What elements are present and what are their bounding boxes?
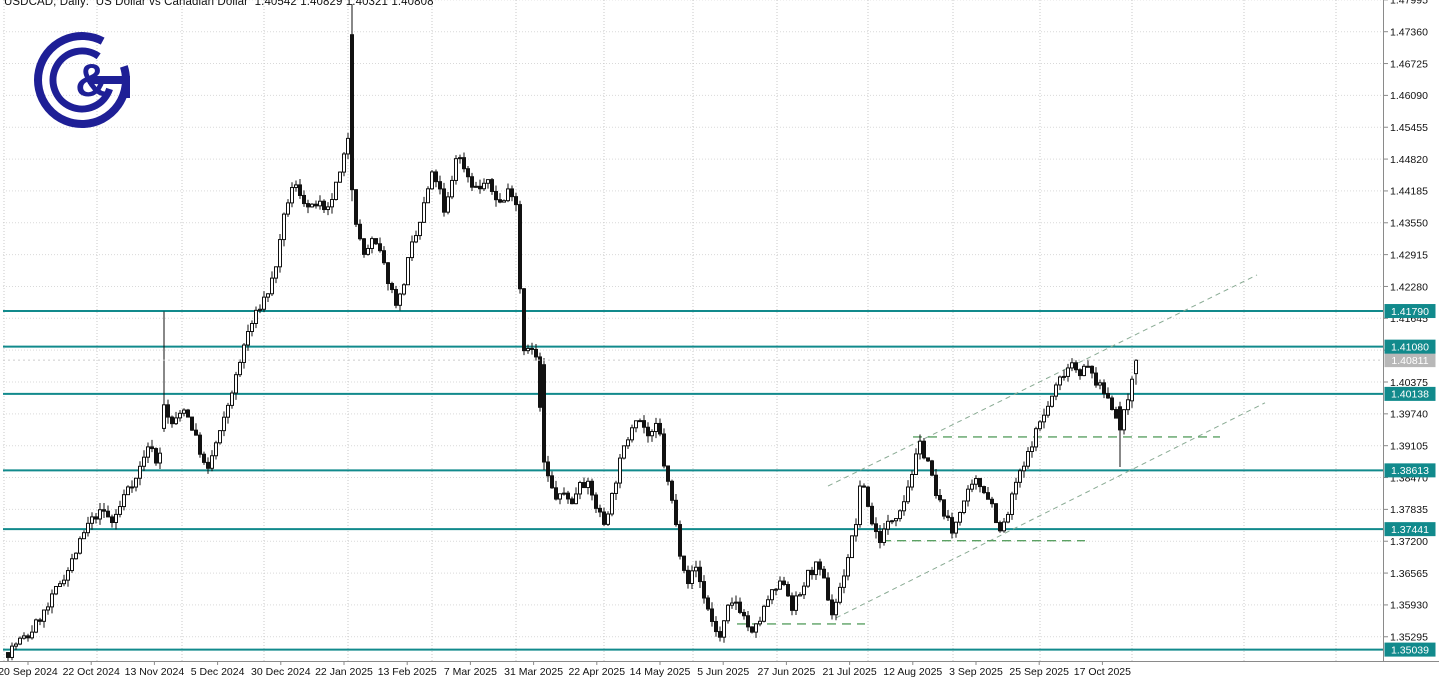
svg-text:13 Feb 2025: 13 Feb 2025 (378, 666, 437, 678)
svg-text:1.36565: 1.36565 (1390, 568, 1428, 580)
svg-text:1.35295: 1.35295 (1390, 632, 1428, 644)
price-level-badges: 1.40811 1.41790 1.41080 1.40138 1.38613 1.374… (1384, 304, 1436, 657)
svg-text:20 Sep 2024: 20 Sep 2024 (0, 666, 58, 678)
g-and-g-logo: & (34, 32, 130, 128)
svg-text:1.39105: 1.39105 (1390, 440, 1428, 452)
svg-text:14 May 2025: 14 May 2025 (630, 666, 691, 678)
svg-text:22 Apr 2025: 22 Apr 2025 (568, 666, 625, 678)
svg-text:1.47360: 1.47360 (1390, 27, 1428, 39)
svg-text:1.35930: 1.35930 (1390, 600, 1428, 612)
svg-text:1.37835: 1.37835 (1390, 504, 1428, 516)
svg-text:1.42280: 1.42280 (1390, 281, 1428, 293)
time-axis[interactable]: 20 Sep 2024 22 Oct 2024 13 Nov 2024 5 Dec 2… (0, 661, 1439, 678)
svg-text:22 Oct 2024: 22 Oct 2024 (63, 666, 120, 678)
svg-text:12 Aug 2025: 12 Aug 2025 (883, 666, 942, 678)
svg-text:13 Nov 2024: 13 Nov 2024 (125, 666, 185, 678)
svg-text:27 Jun 2025: 27 Jun 2025 (757, 666, 815, 678)
svg-text:3 Sep 2025: 3 Sep 2025 (949, 666, 1003, 678)
svg-text:1.44820: 1.44820 (1390, 154, 1428, 166)
svg-text:5 Jun 2025: 5 Jun 2025 (697, 666, 749, 678)
trendline (827, 274, 1258, 487)
svg-text:1.38613: 1.38613 (1391, 465, 1429, 477)
svg-text:1.47995: 1.47995 (1390, 0, 1428, 7)
svg-text:1.46725: 1.46725 (1390, 58, 1428, 70)
trendline (835, 402, 1266, 619)
svg-text:&: & (75, 54, 108, 106)
candles-layer (6, 4, 1138, 661)
svg-text:1.40811: 1.40811 (1391, 355, 1428, 367)
svg-text:21 Jul 2025: 21 Jul 2025 (822, 666, 876, 678)
svg-text:1.40138: 1.40138 (1391, 389, 1429, 401)
svg-text:30 Dec 2024: 30 Dec 2024 (251, 666, 311, 678)
svg-text:7 Mar 2025: 7 Mar 2025 (444, 666, 497, 678)
svg-text:1.40375: 1.40375 (1390, 377, 1428, 389)
svg-text:17 Oct 2025: 17 Oct 2025 (1074, 666, 1131, 678)
svg-text:1.41080: 1.41080 (1391, 341, 1429, 353)
svg-text:25 Sep 2025: 25 Sep 2025 (1009, 666, 1069, 678)
svg-text:1.46090: 1.46090 (1390, 90, 1428, 102)
svg-text:1.39740: 1.39740 (1390, 409, 1428, 421)
svg-text:1.42915: 1.42915 (1390, 249, 1428, 261)
svg-text:1.37441: 1.37441 (1391, 524, 1429, 536)
price-axis[interactable]: 1.47995 1.47360 1.46725 1.46090 1.45455 1.448… (1383, 0, 1428, 661)
svg-text:1.35039: 1.35039 (1391, 644, 1429, 656)
svg-text:22 Jan 2025: 22 Jan 2025 (315, 666, 373, 678)
svg-text:1.41790: 1.41790 (1391, 306, 1429, 318)
svg-text:1.43550: 1.43550 (1390, 218, 1428, 230)
svg-text:1.37200: 1.37200 (1390, 536, 1428, 548)
chart-title: USDCAD, Daily: US Dollar vs Canadian Dol… (4, 0, 434, 8)
svg-text:31 Mar 2025: 31 Mar 2025 (504, 666, 563, 678)
svg-text:5 Dec 2024: 5 Dec 2024 (191, 666, 245, 678)
svg-text:1.44185: 1.44185 (1390, 186, 1428, 198)
grid-layer (3, 0, 1383, 661)
support-resistance-lines[interactable] (3, 310, 1383, 651)
svg-text:1.45455: 1.45455 (1390, 122, 1428, 134)
